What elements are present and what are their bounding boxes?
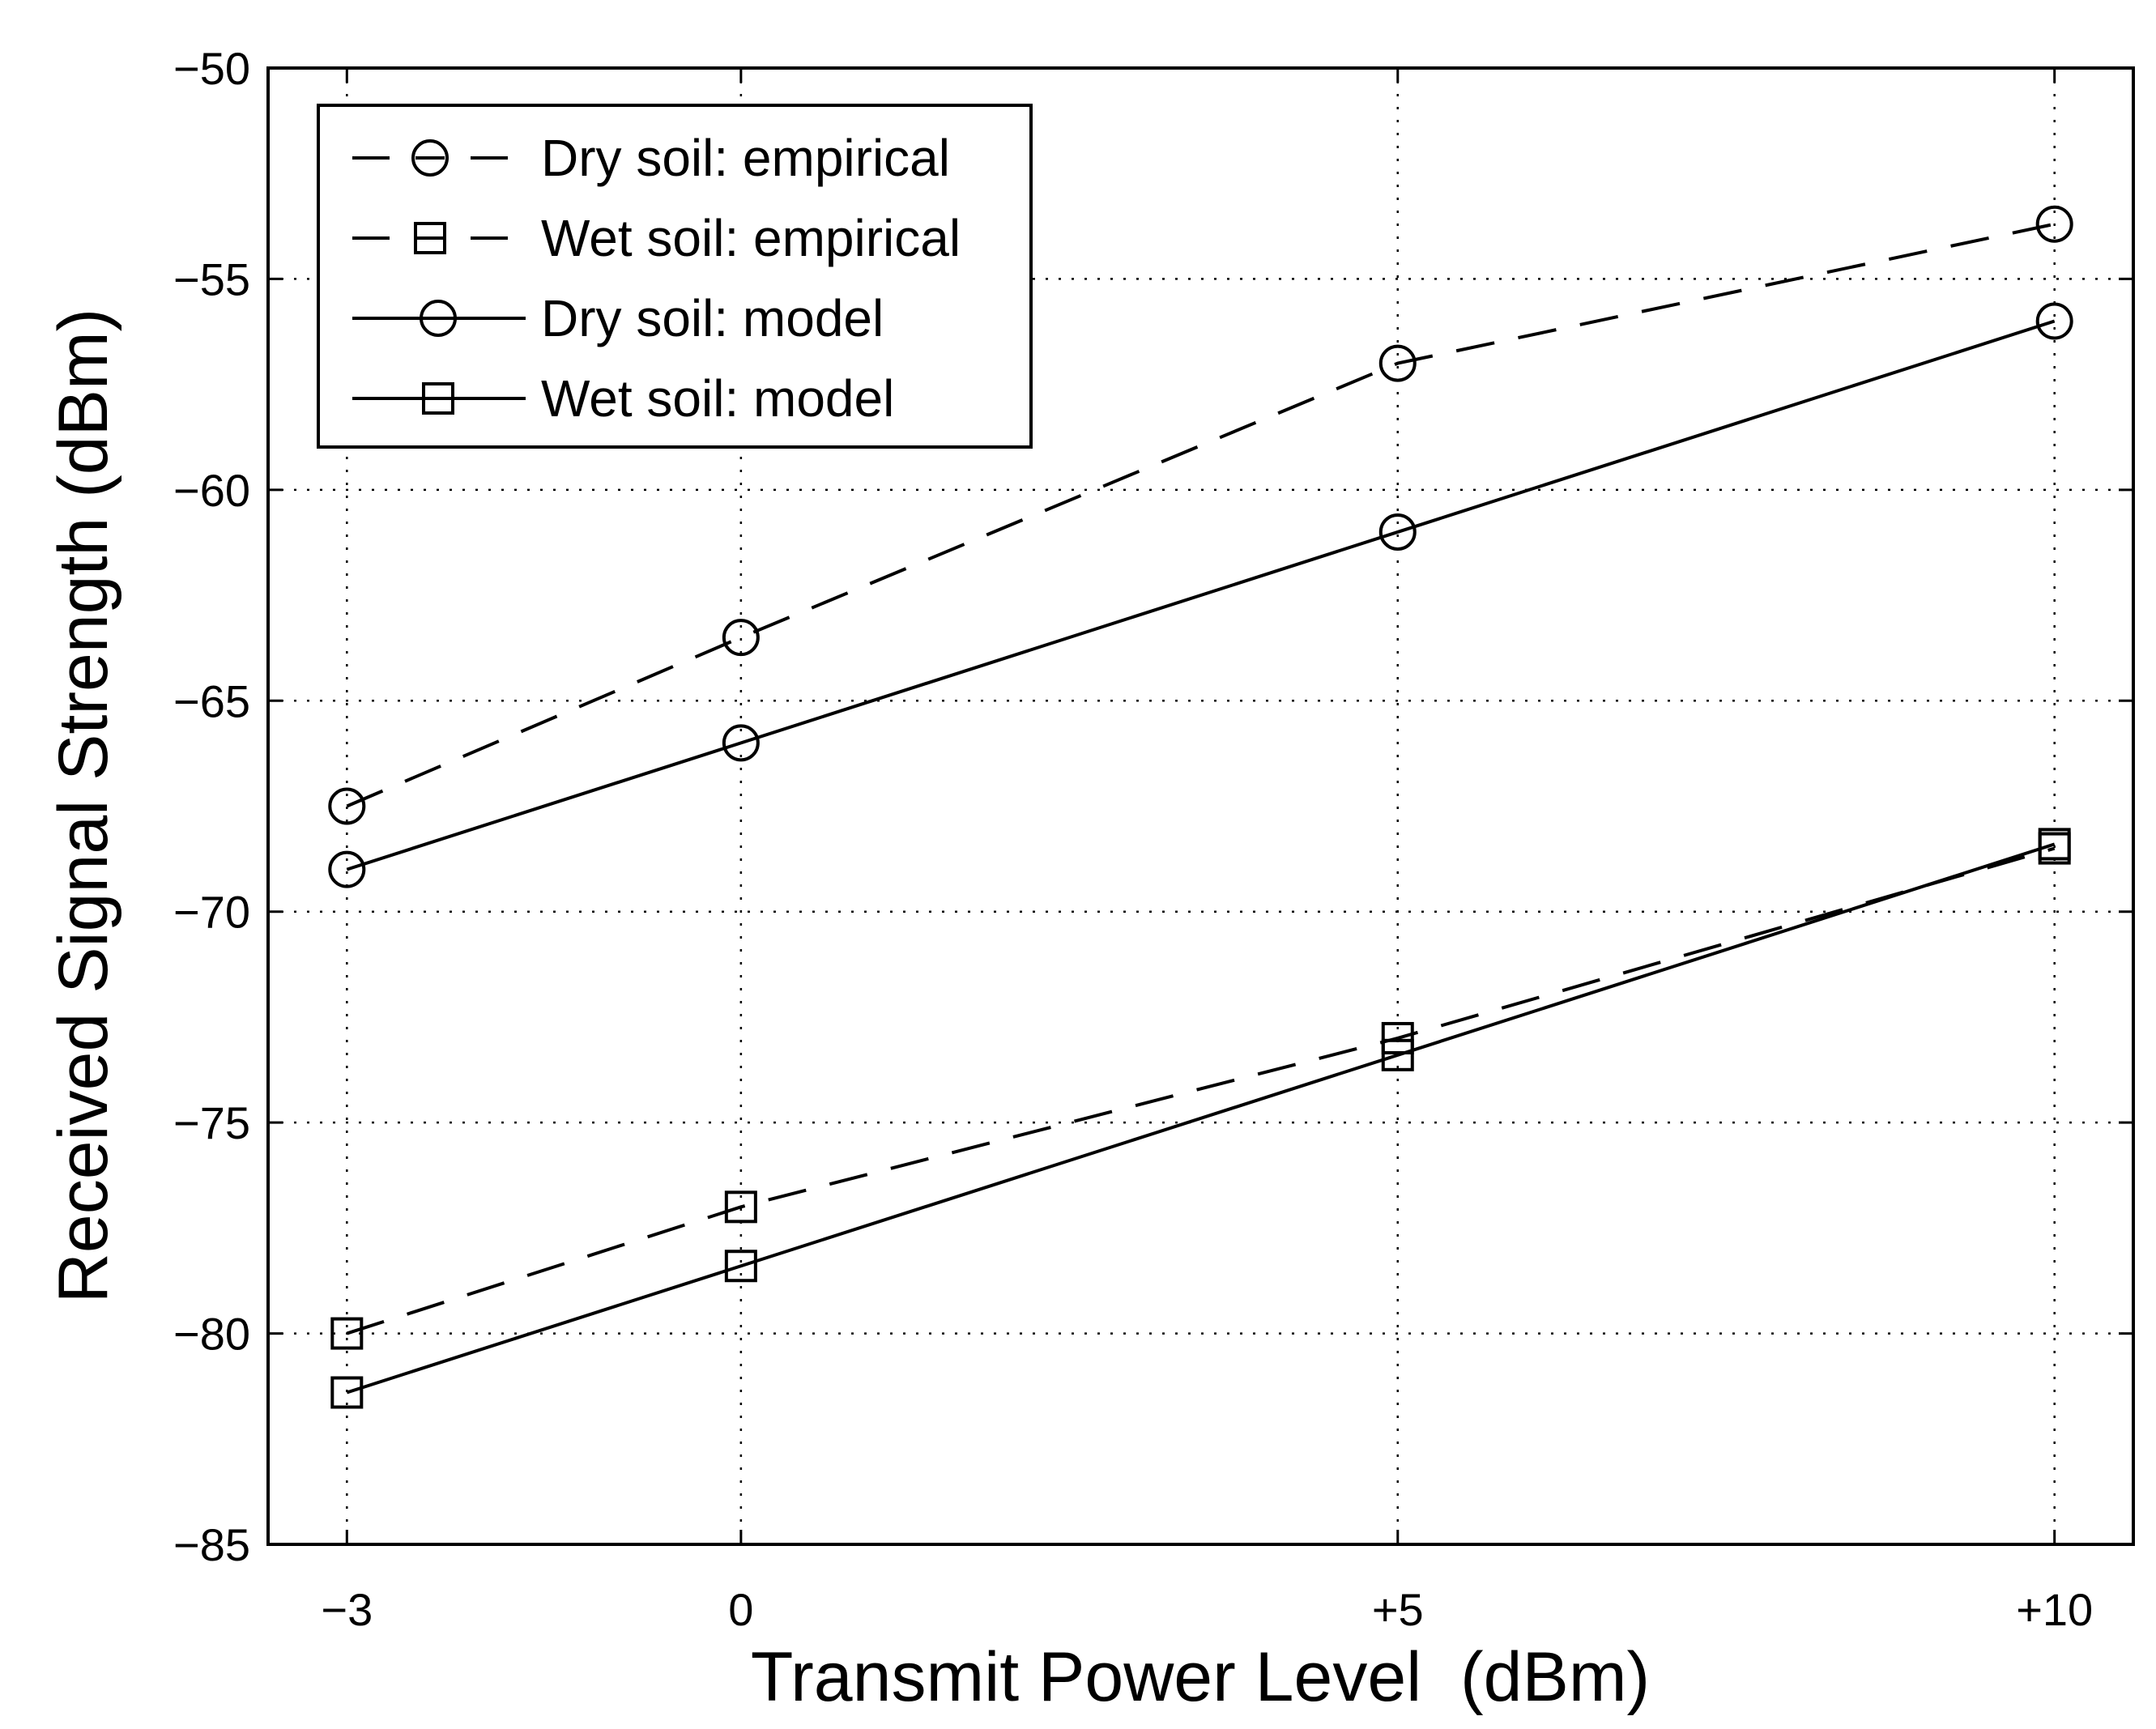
data-point-marker (724, 1190, 757, 1224)
y-tick-label: −85 (173, 1519, 250, 1570)
series-dry-soil-empirical (328, 205, 2073, 825)
series-wet-soil-model (330, 828, 2071, 1409)
data-point-marker (722, 619, 760, 657)
data-point-marker (328, 850, 366, 888)
data-point-marker (2038, 828, 2071, 861)
legend-item: Wet soil: model (352, 369, 894, 428)
legend-marker (422, 382, 454, 415)
data-point-marker (1378, 344, 1417, 382)
series-line (346, 842, 2056, 1395)
legend-item: Dry soil: empirical (352, 129, 950, 187)
data-point-marker (330, 1376, 364, 1409)
x-tick-label: −3 (321, 1584, 373, 1635)
y-tick-label: −50 (173, 43, 250, 94)
x-tick-label: 0 (728, 1584, 753, 1635)
legend-label: Wet soil: empirical (541, 209, 961, 267)
y-tick-label: −60 (173, 465, 250, 516)
legend-marker (411, 139, 449, 177)
data-point-marker (330, 1317, 364, 1350)
y-tick-label: −75 (173, 1097, 250, 1148)
series-layer (328, 205, 2073, 1409)
data-point-marker (2035, 205, 2073, 243)
legend-label: Wet soil: model (541, 369, 894, 428)
series-dry-soil-model (328, 302, 2073, 888)
series-line (346, 222, 2056, 808)
y-tick-label: −70 (173, 887, 250, 938)
legend: Dry soil: empirical Wet soil: empirical Dr… (317, 104, 1033, 449)
x-tick-label: +10 (2016, 1584, 2093, 1635)
axis-ticks: −85 −80 −75 −70 −65 −60 −55 −50 −3 0 +5 +10 (173, 43, 2133, 1635)
data-point-marker (1381, 1038, 1414, 1071)
legend-marker (420, 300, 457, 337)
data-point-marker (1378, 513, 1417, 551)
y-tick-label: −55 (173, 253, 250, 304)
data-point-marker (722, 724, 760, 762)
legend-label: Dry soil: model (541, 289, 884, 347)
data-point-marker (2035, 302, 2073, 340)
series-line (346, 319, 2056, 871)
data-point-marker (328, 787, 366, 825)
legend-item: Wet soil: empirical (352, 209, 961, 267)
legend-box (317, 104, 1033, 449)
y-tick-label: −65 (173, 675, 250, 726)
legend-item: Dry soil: model (352, 289, 884, 347)
y-axis-title: Received Signal Strength (dBm) (45, 309, 122, 1303)
x-tick-label: +5 (1372, 1584, 1424, 1635)
legend-label: Dry soil: empirical (541, 129, 950, 187)
y-tick-label: −80 (173, 1309, 250, 1360)
series-line (346, 846, 2056, 1335)
x-axis-title: Transmit Power Level (dBm) (751, 1638, 1650, 1716)
plot-area-frame (266, 66, 2135, 1546)
data-point-marker (724, 1250, 757, 1283)
data-point-marker (1381, 1021, 1414, 1054)
